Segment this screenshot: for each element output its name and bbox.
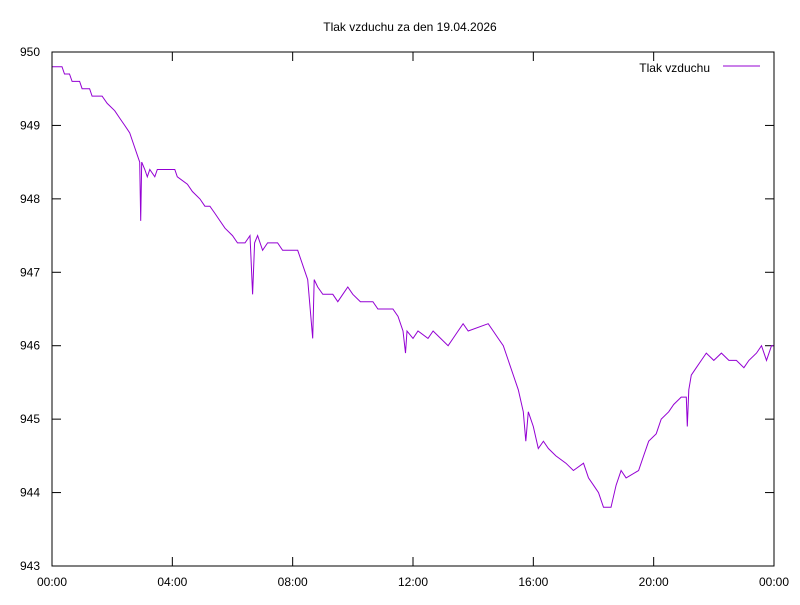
- chart-title: Tlak vzduchu za den 19.04.2026: [323, 20, 497, 34]
- x-tick-label: 16:00: [518, 575, 548, 589]
- legend: Tlak vzduchu: [639, 61, 760, 75]
- y-tick-label: 946: [20, 339, 40, 353]
- x-tick-label: 12:00: [398, 575, 428, 589]
- series-layer: [52, 66, 774, 508]
- y-axis-ticks: 943 944 945 946 947 948 949 950: [20, 45, 774, 573]
- y-tick-label: 945: [20, 412, 40, 426]
- y-tick-label: 949: [20, 118, 40, 132]
- x-axis-ticks: 00:00 04:00 08:00 12:00 16:00 20:00 00:00: [37, 52, 789, 589]
- legend-label: Tlak vzduchu: [639, 61, 710, 75]
- plot-frame: [51, 51, 775, 567]
- y-tick-label: 944: [20, 486, 40, 500]
- y-tick-label: 948: [20, 192, 40, 206]
- series-line-tlak-vzduchu: [52, 66, 774, 508]
- y-tick-label: 943: [20, 559, 40, 573]
- x-tick-label: 20:00: [639, 575, 669, 589]
- x-tick-label: 00:00: [759, 575, 789, 589]
- y-tick-label: 947: [20, 265, 40, 279]
- x-tick-label: 08:00: [278, 575, 308, 589]
- y-tick-label: 950: [20, 45, 40, 59]
- x-tick-label: 04:00: [157, 575, 187, 589]
- x-tick-label: 00:00: [37, 575, 67, 589]
